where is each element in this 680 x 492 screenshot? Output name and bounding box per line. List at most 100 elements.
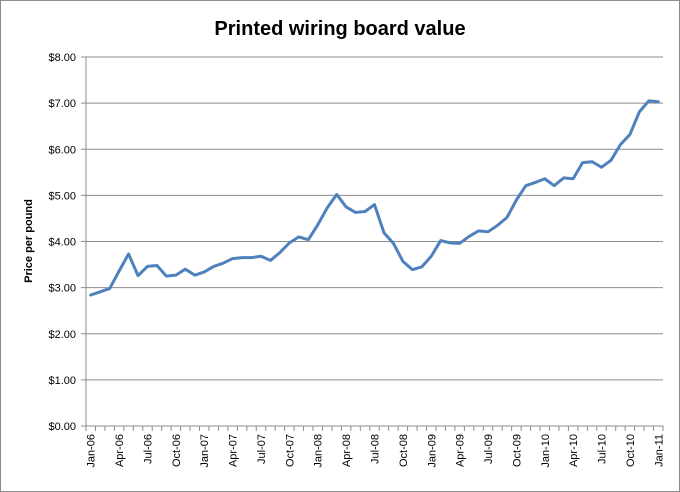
y-tick-label: $2.00 xyxy=(48,329,76,341)
gridlines xyxy=(86,56,663,381)
data-point xyxy=(581,161,584,164)
data-point xyxy=(240,256,244,259)
x-tick-label: Apr-07 xyxy=(228,434,240,467)
data-point xyxy=(600,166,603,169)
data-point xyxy=(269,259,272,262)
x-tick-label: Oct-06 xyxy=(171,434,183,467)
data-point xyxy=(382,231,386,234)
data-point xyxy=(647,99,651,103)
data-point xyxy=(174,273,178,277)
data-point xyxy=(553,184,556,187)
data-point xyxy=(515,198,518,202)
data-point xyxy=(231,257,234,260)
data-point xyxy=(619,143,622,146)
data-point xyxy=(307,238,310,241)
x-tick-label: Jan-09 xyxy=(426,434,438,468)
data-point xyxy=(628,133,632,136)
data-point xyxy=(98,290,102,293)
data-point xyxy=(486,230,490,234)
y-tick-label: $1.00 xyxy=(48,375,76,387)
x-tick-label: Jan-08 xyxy=(313,434,325,468)
x-tick-labels: Jan-06 Apr-06 Jul-06 Oct-06 Jan-07 Apr-07 Jul-… xyxy=(86,434,666,468)
data-point xyxy=(439,239,442,242)
x-tick-label: Jan-06 xyxy=(86,434,98,468)
data-point xyxy=(344,205,348,209)
data-point xyxy=(184,267,187,271)
data-point xyxy=(326,206,329,210)
x-tick-label: Apr-09 xyxy=(455,434,467,467)
y-tick-label: $7.00 xyxy=(48,98,76,110)
chart-title: Printed wiring board value xyxy=(214,18,465,40)
x-tick-label: Oct-09 xyxy=(511,434,523,467)
y-axis-label: Price per pound xyxy=(23,199,35,283)
x-tick-label: Jul-06 xyxy=(142,434,154,464)
data-point xyxy=(146,265,149,268)
data-point xyxy=(505,216,509,219)
y-tick-labels: $0.00 $1.00 $2.00 $3.00 $4.00 $5.00 $6.00 $7.00… xyxy=(48,52,76,433)
y-tick-label: $5.00 xyxy=(48,190,76,202)
data-point xyxy=(250,256,253,259)
x-tick-label: Apr-06 xyxy=(114,434,126,467)
data-point xyxy=(590,160,594,163)
data-point xyxy=(203,270,206,274)
data-point xyxy=(117,269,121,273)
data-point xyxy=(430,255,433,258)
x-tick-label: Jul-07 xyxy=(256,434,268,464)
x-tick-label: Oct-10 xyxy=(625,434,637,467)
data-point xyxy=(458,242,461,245)
data-point xyxy=(108,287,111,290)
axes xyxy=(81,56,664,431)
data-point xyxy=(609,159,613,162)
data-point xyxy=(411,268,414,271)
data-point xyxy=(401,260,405,263)
data-point xyxy=(155,264,159,267)
data-point xyxy=(448,241,452,245)
x-tick-label: Jan-11 xyxy=(653,434,665,467)
data-point xyxy=(496,224,499,227)
x-tick-label: Jul-08 xyxy=(370,434,382,464)
data-point xyxy=(127,252,130,256)
x-tick-label: Jul-09 xyxy=(483,434,495,464)
y-tick-label: $6.00 xyxy=(48,144,76,156)
data-point xyxy=(571,177,575,180)
x-tick-label: Oct-07 xyxy=(284,434,296,467)
data-point xyxy=(363,210,367,213)
data-point xyxy=(354,211,357,214)
y-tick-label: $3.00 xyxy=(48,283,76,295)
x-tick-label: Jan-10 xyxy=(540,434,552,468)
data-point xyxy=(467,235,471,238)
data-point xyxy=(212,265,215,268)
data-point xyxy=(524,184,528,187)
data-point xyxy=(392,242,395,245)
data-point xyxy=(165,274,168,278)
data-point xyxy=(288,241,291,245)
x-tick-label: Apr-10 xyxy=(568,434,580,467)
data-point xyxy=(259,255,263,258)
data-point xyxy=(193,273,196,277)
data-point xyxy=(221,261,225,265)
data-point xyxy=(136,274,140,277)
data-point xyxy=(278,251,282,254)
y-tick-label: $4.00 xyxy=(48,237,76,249)
data-point xyxy=(335,193,338,196)
data-point xyxy=(477,229,480,233)
data-point xyxy=(638,110,641,114)
data-point xyxy=(543,177,546,180)
data-point xyxy=(297,235,301,239)
data-point xyxy=(316,223,319,227)
y-tick-label: $8.00 xyxy=(48,52,76,64)
x-tick-label: Apr-08 xyxy=(341,434,353,467)
x-tick-label: Jan-07 xyxy=(199,434,211,468)
x-tick-label: Jul-10 xyxy=(597,434,609,464)
x-tick-label: Oct-08 xyxy=(398,434,410,467)
series-layer xyxy=(89,99,660,297)
data-point xyxy=(657,100,660,103)
data-point xyxy=(89,293,92,297)
data-point xyxy=(420,265,423,269)
data-point xyxy=(562,176,565,180)
data-point xyxy=(373,203,376,206)
y-tick-label: $0.00 xyxy=(48,421,76,433)
series-line xyxy=(89,99,660,297)
